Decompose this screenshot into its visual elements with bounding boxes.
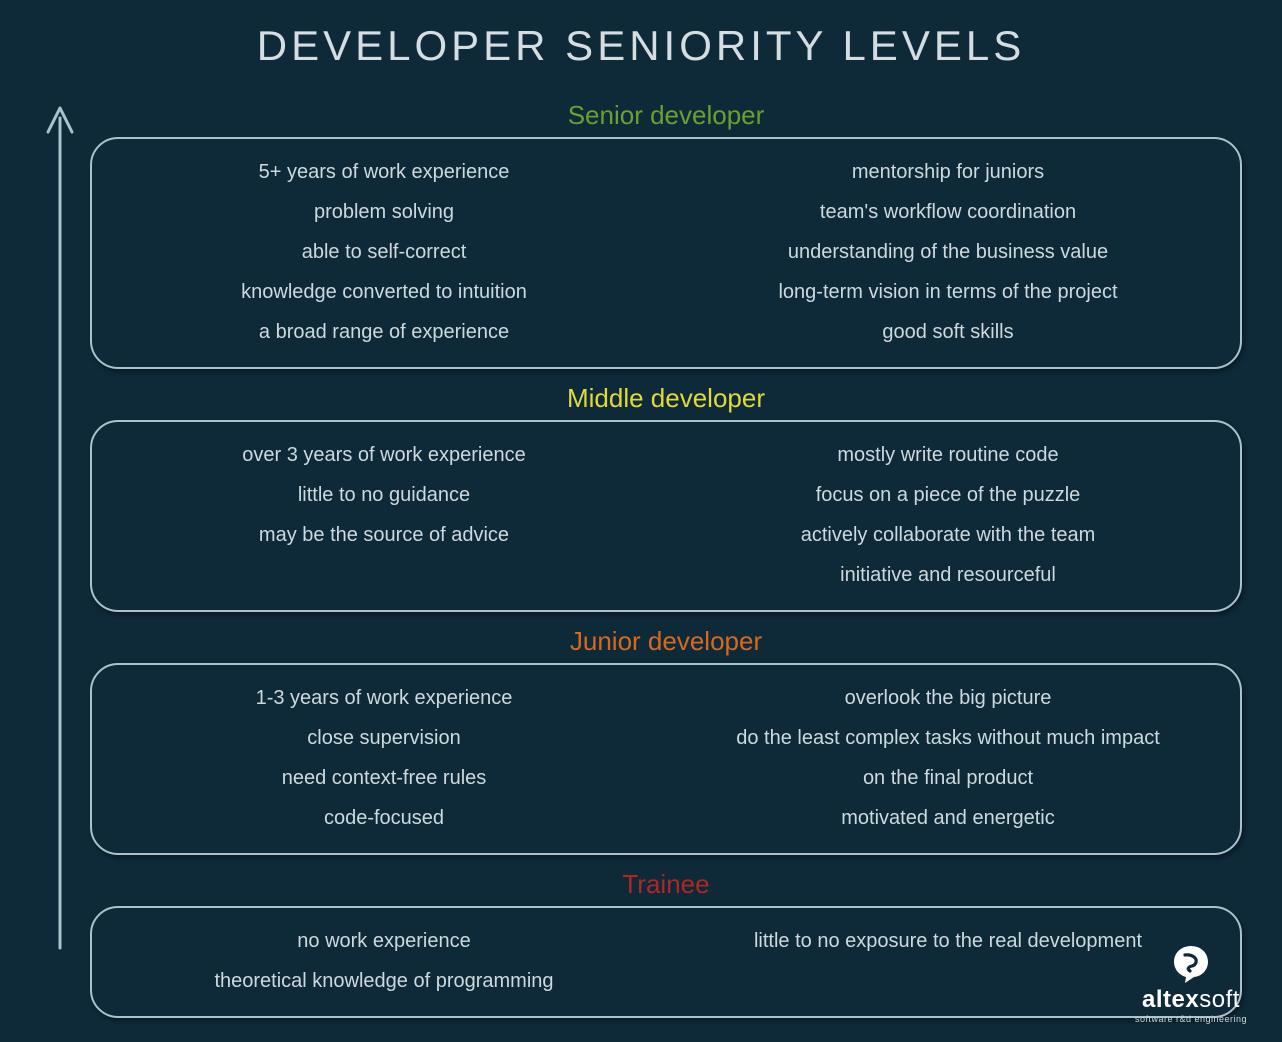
logo-tagline: software r&d engineering [1135, 1014, 1247, 1024]
level-box: over 3 years of work experience little to… [90, 420, 1242, 612]
level-block: Senior developer 5+ years of work experie… [90, 100, 1242, 369]
level-title: Trainee [90, 869, 1242, 900]
logo-brand-light: soft [1199, 986, 1240, 1013]
level-item: may be the source of advice [259, 522, 509, 548]
level-item: need context-free rules [282, 765, 487, 791]
level-item: a broad range of experience [259, 319, 509, 345]
level-column-right: little to no exposure to the real develo… [686, 928, 1210, 994]
level-item: close supervision [307, 725, 460, 751]
level-item: focus on a piece of the puzzle [816, 482, 1081, 508]
level-item: motivated and energetic [841, 805, 1054, 831]
level-column-left: no work experience theoretical knowledge … [122, 928, 646, 994]
level-item: initiative and resourceful [840, 562, 1056, 588]
levels-list: Senior developer 5+ years of work experie… [90, 100, 1242, 1018]
level-column-right: mentorship for juniors team's workflow co… [686, 159, 1210, 345]
level-item: able to self-correct [302, 239, 467, 265]
logo-brand-bold: altex [1142, 986, 1199, 1013]
level-item: 1-3 years of work experience [256, 685, 513, 711]
level-item: mentorship for juniors [852, 159, 1044, 185]
level-block: Middle developer over 3 years of work exp… [90, 383, 1242, 612]
logo-speech-icon [1171, 944, 1211, 984]
level-title: Junior developer [90, 626, 1242, 657]
level-column-left: 1-3 years of work experience close superv… [122, 685, 646, 831]
level-item: problem solving [314, 199, 454, 225]
level-box: 1-3 years of work experience close superv… [90, 663, 1242, 855]
level-item: little to no exposure to the real develo… [754, 928, 1142, 954]
brand-logo: altexsoft software r&d engineering [1135, 944, 1247, 1024]
level-item: on the final product [863, 765, 1033, 791]
level-item: code-focused [324, 805, 444, 831]
level-column-right: mostly write routine code focus on a piec… [686, 442, 1210, 588]
level-column-right: overlook the big picture do the least com… [686, 685, 1210, 831]
page-title: DEVELOPER SENIORITY LEVELS [0, 0, 1282, 100]
level-title: Senior developer [90, 100, 1242, 131]
level-item: mostly write routine code [837, 442, 1058, 468]
level-item: good soft skills [882, 319, 1013, 345]
level-item: over 3 years of work experience [242, 442, 525, 468]
level-block: Junior developer 1-3 years of work experi… [90, 626, 1242, 855]
level-item: little to no guidance [298, 482, 470, 508]
seniority-arrow [40, 100, 80, 950]
level-column-left: over 3 years of work experience little to… [122, 442, 646, 588]
level-item: 5+ years of work experience [259, 159, 510, 185]
level-box: no work experience theoretical knowledge … [90, 906, 1242, 1018]
level-block: Trainee no work experience theoretical kno… [90, 869, 1242, 1018]
level-item: understanding of the business value [788, 239, 1108, 265]
content-wrap: Senior developer 5+ years of work experie… [0, 100, 1282, 1018]
level-item: do the least complex tasks without much … [736, 725, 1160, 751]
level-item: theoretical knowledge of programming [214, 968, 553, 994]
level-item: actively collaborate with the team [801, 522, 1096, 548]
level-column-left: 5+ years of work experience problem solvi… [122, 159, 646, 345]
arrow-up-icon [40, 100, 80, 950]
level-box: 5+ years of work experience problem solvi… [90, 137, 1242, 369]
level-item: overlook the big picture [845, 685, 1052, 711]
level-item: team's workflow coordination [820, 199, 1076, 225]
level-item: knowledge converted to intuition [241, 279, 527, 305]
level-item: long-term vision in terms of the project [778, 279, 1117, 305]
logo-text: altexsoft [1142, 986, 1240, 1014]
level-title: Middle developer [90, 383, 1242, 414]
level-item: no work experience [297, 928, 470, 954]
